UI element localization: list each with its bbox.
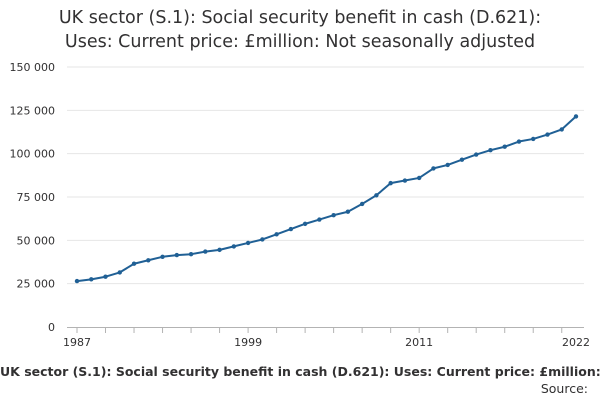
data-point[interactable] [174, 252, 179, 258]
data-points [74, 114, 579, 284]
series-layer [76, 115, 577, 283]
chart-title-line-1: UK sector (S.1): Social security benefit… [58, 8, 542, 28]
x-tick-label: 2022 [562, 336, 590, 349]
source-label: Source: [540, 381, 588, 396]
x-axis: 1987 1999 2011 2022 [63, 327, 590, 349]
legend-entry: UK sector (S.1): Social security benefit… [0, 364, 600, 380]
y-tick-label: 25 000 [17, 278, 56, 291]
data-point[interactable] [359, 201, 365, 207]
data-point[interactable] [374, 193, 379, 198]
data-point[interactable] [203, 249, 208, 254]
data-point[interactable] [559, 127, 564, 132]
data-point[interactable] [260, 237, 265, 242]
data-point[interactable] [345, 209, 351, 214]
x-tick-label: 1987 [63, 336, 91, 349]
data-point[interactable] [488, 148, 493, 153]
y-tick-label: 0 [48, 321, 55, 334]
data-point[interactable] [388, 180, 393, 186]
data-point[interactable] [160, 254, 165, 259]
data-point[interactable] [131, 261, 137, 266]
data-point[interactable] [288, 226, 294, 232]
data-point[interactable] [516, 139, 522, 144]
data-point[interactable] [146, 258, 151, 263]
data-point[interactable] [431, 166, 436, 171]
gridlines [67, 66, 584, 285]
data-point[interactable] [89, 277, 94, 282]
data-point[interactable] [74, 278, 80, 284]
data-point[interactable] [331, 213, 336, 218]
data-point[interactable] [274, 232, 279, 237]
data-point[interactable] [502, 144, 507, 149]
y-tick-label: 75 000 [17, 191, 56, 204]
x-tick-label: 2011 [405, 336, 433, 349]
x-tick-label: 1999 [234, 336, 262, 349]
data-point[interactable] [474, 152, 479, 157]
data-point[interactable] [531, 136, 536, 142]
y-tick-label: 100 000 [10, 148, 56, 161]
data-point[interactable] [217, 247, 222, 253]
chart-title-line-2: Uses: Current price: £million: Not seaso… [64, 32, 536, 52]
data-point[interactable] [188, 252, 194, 257]
data-point[interactable] [317, 217, 322, 222]
legend-label: UK sector (S.1): Social security benefit… [0, 364, 600, 379]
y-tick-label: 150 000 [10, 61, 56, 74]
data-point[interactable] [545, 132, 550, 137]
data-point[interactable] [445, 162, 450, 168]
y-tick-label: 50 000 [17, 234, 56, 247]
y-tick-label: 125 000 [10, 104, 56, 117]
data-point[interactable] [416, 175, 422, 181]
data-point[interactable] [573, 114, 579, 119]
y-axis-ticks: 0 25 000 50 000 75 000 100 000 125 000 150 000 [10, 61, 56, 334]
data-point[interactable] [402, 178, 408, 183]
chart-title: UK sector (S.1): Social security benefit… [0, 6, 600, 54]
data-point[interactable] [245, 240, 251, 246]
data-point[interactable] [302, 221, 308, 227]
data-point[interactable] [231, 244, 237, 249]
data-point[interactable] [117, 270, 122, 275]
data-point[interactable] [103, 274, 108, 279]
data-point[interactable] [459, 157, 465, 162]
source-note: Source: [541, 381, 588, 397]
series-line [76, 115, 577, 283]
